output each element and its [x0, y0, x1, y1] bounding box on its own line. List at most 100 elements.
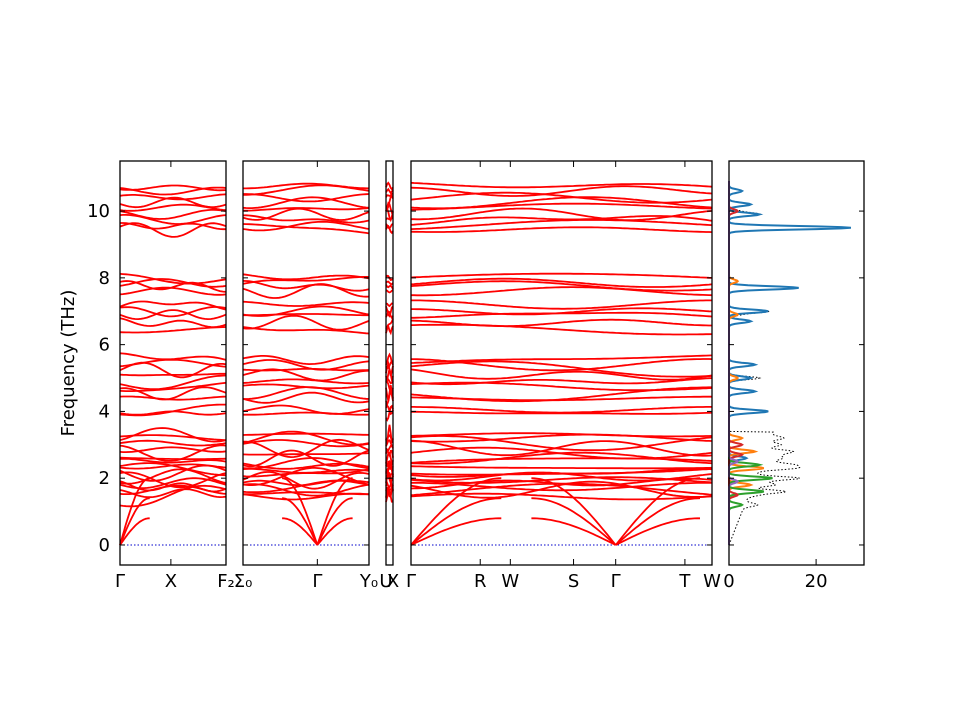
phonon-band	[385, 284, 394, 290]
x-tick-label: Γ	[115, 571, 125, 592]
phonon-band	[119, 186, 227, 196]
phonon-band	[242, 196, 370, 209]
x-tick-label: W	[501, 571, 519, 592]
acoustic-branch	[614, 477, 701, 546]
phonon-band	[119, 381, 227, 392]
phonon-band	[120, 457, 227, 464]
acoustic-branch	[410, 497, 502, 546]
x-tick-label: Γ	[406, 571, 416, 592]
acoustic-branch	[316, 477, 353, 546]
x-tick-label: Y₀	[359, 571, 378, 592]
phonon-band	[242, 207, 370, 221]
phonon-band	[242, 314, 370, 331]
phonon-band	[410, 318, 712, 327]
x-tick-label: W	[703, 571, 721, 592]
phonon-band	[385, 310, 394, 320]
phonon-band	[385, 323, 394, 336]
phonon-band	[411, 307, 713, 316]
phonon-band	[385, 223, 394, 230]
phonon-band	[242, 276, 369, 285]
phonon-band	[242, 439, 370, 448]
acoustic-branch	[531, 477, 617, 546]
y-tick-label: 4	[99, 401, 110, 422]
y-tick-label: 2	[99, 468, 110, 489]
phonon-band	[242, 471, 370, 490]
x-tick-label: X	[165, 571, 177, 592]
phonon-band	[119, 471, 227, 489]
phonon-band	[410, 226, 713, 233]
phonon-band	[119, 488, 227, 499]
phonon-band	[119, 463, 227, 470]
phonon-band	[119, 395, 227, 401]
phonon-band	[242, 483, 370, 497]
phonon-band	[119, 309, 227, 321]
phonon-band	[410, 191, 713, 204]
acoustic-branch	[119, 517, 150, 546]
phonon-band	[119, 374, 227, 391]
x-tick-label: Γ	[312, 571, 322, 592]
phonon-band	[242, 273, 370, 281]
acoustic-branch	[410, 477, 502, 546]
y-tick-label: 10	[87, 201, 110, 222]
phonon-band	[410, 272, 713, 279]
phonon-band	[410, 280, 713, 292]
phonon-band	[242, 432, 370, 436]
x-tick-label: R	[474, 571, 487, 592]
phonon-band	[119, 317, 227, 329]
phonon-band	[119, 446, 227, 453]
phonon-band	[242, 223, 370, 235]
phonon-band	[242, 220, 370, 232]
phonon-band	[411, 207, 713, 221]
phonon-band	[410, 219, 713, 230]
phonon-band	[119, 306, 227, 318]
acoustic-branch	[615, 497, 701, 546]
phonon-band	[385, 380, 394, 393]
phonon-band	[242, 378, 370, 385]
phonon-band	[242, 355, 370, 366]
phonon-band	[411, 286, 713, 297]
band-panel-frame	[119, 160, 227, 566]
phonon-band	[410, 215, 713, 226]
phonon-band	[410, 277, 713, 288]
phonon-band	[119, 439, 227, 447]
phonon-band	[385, 181, 394, 191]
phonon-band	[242, 214, 370, 224]
phonon-band	[411, 406, 712, 414]
phonon-band	[242, 467, 370, 486]
phonon-band	[410, 433, 713, 443]
phonon-band	[243, 193, 370, 203]
phonon-band	[243, 491, 369, 496]
acoustic-branch	[316, 517, 353, 546]
phonon-band	[410, 439, 713, 457]
phonon-band	[120, 222, 226, 231]
phonon-band	[119, 209, 227, 220]
phonon-band	[411, 358, 713, 372]
phonon-band	[385, 302, 394, 308]
dos-x-tick-label: 20	[805, 571, 828, 592]
y-axis-label: Frequency (THz)	[58, 290, 79, 437]
x-tick-label: S	[568, 571, 579, 592]
acoustic-branch	[410, 517, 502, 546]
acoustic-branch	[615, 517, 700, 546]
phonon-band	[410, 435, 713, 452]
phonon-band	[119, 222, 227, 238]
band-panel-frame	[242, 160, 370, 566]
band-panel-frame	[410, 160, 713, 566]
dos-panel-frame	[728, 160, 865, 566]
phonon-band	[242, 391, 370, 404]
phonon-band	[410, 432, 713, 438]
band-panel-frame	[385, 160, 394, 566]
phonon-band	[119, 300, 227, 311]
acoustic-branch	[282, 517, 319, 546]
phonon-band	[243, 313, 369, 317]
phonon-band	[385, 194, 394, 211]
dos-x-tick-label: 0	[723, 571, 734, 592]
phonon-band	[242, 305, 370, 317]
phonon-band	[385, 280, 394, 286]
phonon-band	[410, 468, 713, 476]
phonon-band	[385, 192, 394, 198]
phonon-band	[242, 468, 370, 478]
phonon-band	[410, 465, 713, 470]
phonon-band	[243, 182, 370, 190]
